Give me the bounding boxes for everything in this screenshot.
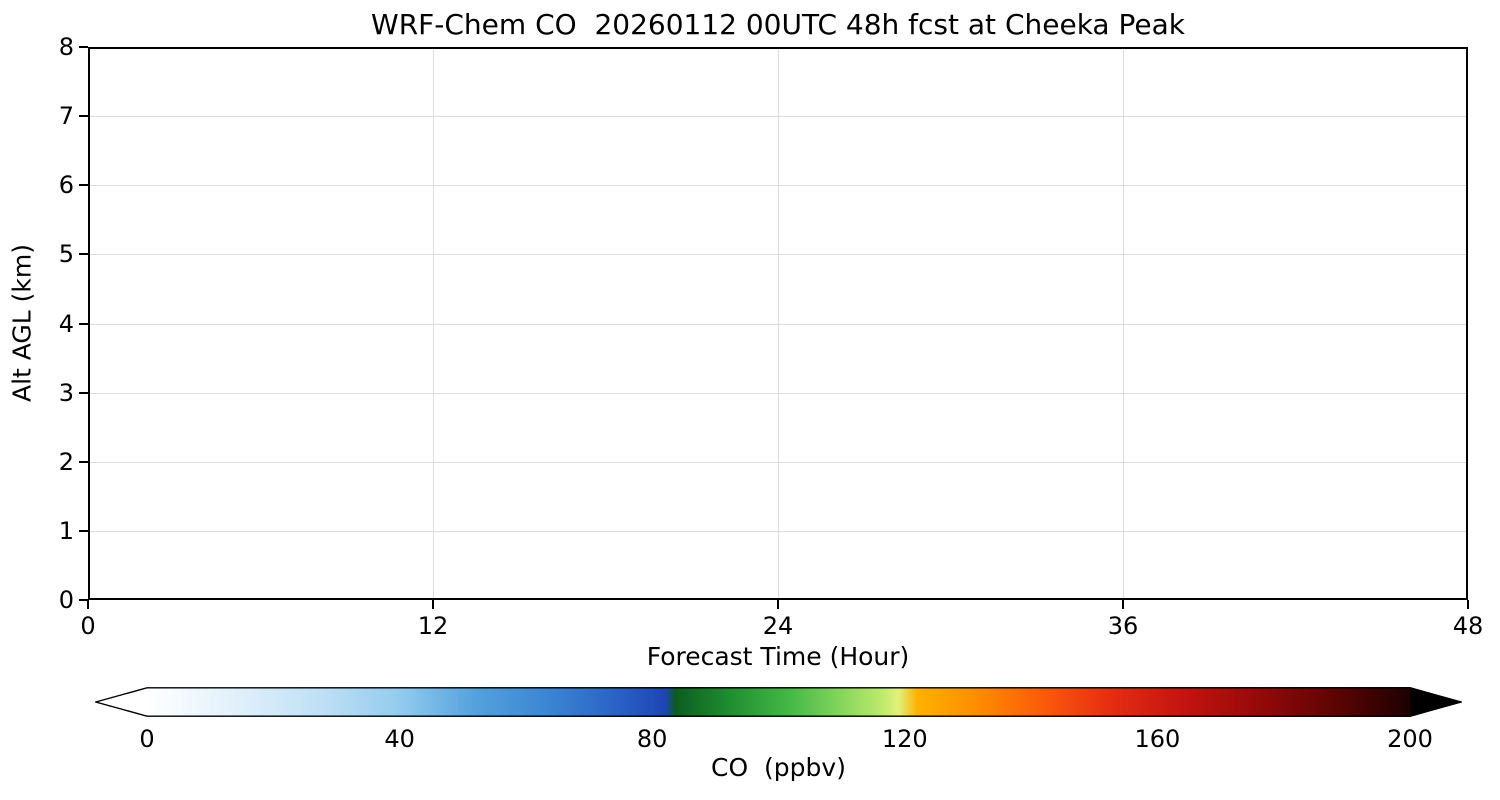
y-tick-mark (79, 460, 88, 463)
x-axis-label: Forecast Time (Hour) (646, 642, 910, 671)
y-tick-label: 8 (58, 33, 74, 61)
colorbar-tick-label: 0 (139, 725, 155, 753)
colorbar: 0 40 80 120 160 200 (93, 687, 1464, 753)
y-tick-mark (79, 115, 88, 118)
vertical-gridline (778, 49, 779, 598)
x-tick-label: 48 (1452, 612, 1484, 640)
colorbar-body (147, 687, 1410, 717)
x-tick-mark (432, 600, 434, 609)
colorbar-tick-label: 120 (881, 725, 928, 753)
chart-title: WRF-Chem CO 20260112 00UTC 48h fcst at C… (371, 8, 1185, 41)
y-tick-mark (79, 529, 88, 532)
colorbar-tick-label: 160 (1134, 725, 1181, 753)
x-tick-label: 12 (417, 612, 449, 640)
y-tick-label: 0 (58, 586, 74, 614)
colorbar-label: CO (ppbv) (711, 753, 846, 782)
colorbar-outline (93, 687, 1464, 717)
x-tick-mark (1467, 600, 1469, 609)
colorbar-tick-label: 80 (636, 725, 668, 753)
x-tick-mark (87, 600, 89, 609)
y-tick-label: 4 (58, 309, 74, 338)
colorbar-tick-label: 40 (384, 725, 415, 753)
y-tick-label: 7 (58, 102, 74, 131)
x-tick-mark (777, 600, 779, 609)
y-tick-label: 1 (58, 516, 74, 545)
y-tick-mark (79, 46, 88, 48)
y-tick-label: 3 (58, 378, 74, 407)
colorbar-gradient (93, 687, 1464, 717)
y-tick-label: 6 (58, 171, 74, 200)
x-tick-label: 24 (762, 612, 794, 640)
y-tick-label: 2 (58, 447, 74, 476)
colorbar-tick-label: 200 (1387, 725, 1433, 753)
vertical-gridline (1123, 49, 1124, 598)
y-tick-mark (79, 599, 88, 601)
y-tick-mark (79, 391, 88, 394)
colorbar-over-arrow (1410, 687, 1462, 717)
y-tick-mark (79, 184, 88, 187)
x-tick-label: 36 (1107, 612, 1139, 640)
x-tick-mark (1122, 600, 1124, 609)
vertical-gridline (433, 49, 434, 598)
y-tick-mark (79, 322, 88, 325)
y-tick-mark (79, 253, 88, 256)
y-axis-label: Alt AGL (km) (7, 243, 37, 403)
y-tick-label: 5 (58, 240, 74, 269)
colorbar-under-arrow (95, 687, 147, 717)
x-tick-label: 0 (80, 612, 96, 640)
